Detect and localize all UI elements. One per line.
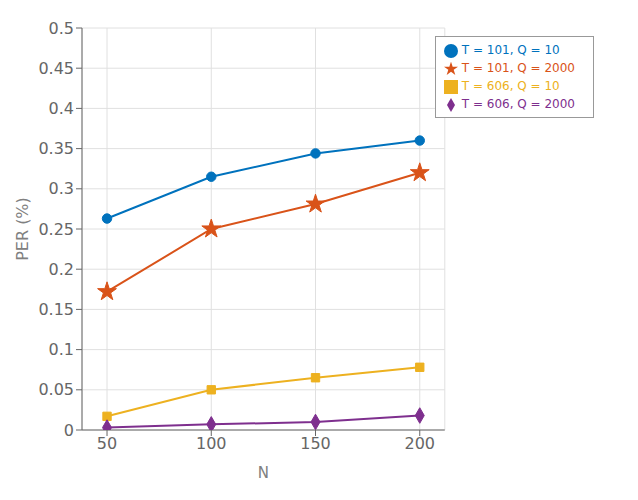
html-text:T = 606, Q = 2000: T = 606, Q = 2000	[461, 97, 575, 111]
svg-text:0.5: 0.5	[49, 19, 74, 38]
svg-text:N: N	[258, 464, 269, 482]
svg-text:100: 100	[196, 434, 227, 453]
svg-text:200: 200	[404, 434, 435, 453]
svg-text:0.3: 0.3	[49, 179, 74, 198]
html-text:T = 101, Q = 2000: T = 101, Q = 2000	[461, 61, 575, 75]
svg-text:0.15: 0.15	[38, 300, 74, 319]
svg-text:0.2: 0.2	[49, 260, 74, 279]
svg-text:150: 150	[300, 434, 331, 453]
html-text:T = 101, Q = 10: T = 101, Q = 10	[461, 43, 560, 57]
html-text:T = 606, Q = 10: T = 606, Q = 10	[461, 79, 560, 93]
svg-text:50: 50	[97, 434, 117, 453]
svg-text:0.4: 0.4	[49, 99, 74, 118]
svg-text:PER (%): PER (%)	[13, 197, 32, 261]
svg-text:0.25: 0.25	[38, 220, 74, 239]
svg-text:0.1: 0.1	[49, 340, 74, 359]
svg-text:0.05: 0.05	[38, 380, 74, 399]
svg-text:0: 0	[64, 421, 74, 440]
svg-text:0.35: 0.35	[38, 139, 74, 158]
svg-text:0.45: 0.45	[38, 59, 74, 78]
